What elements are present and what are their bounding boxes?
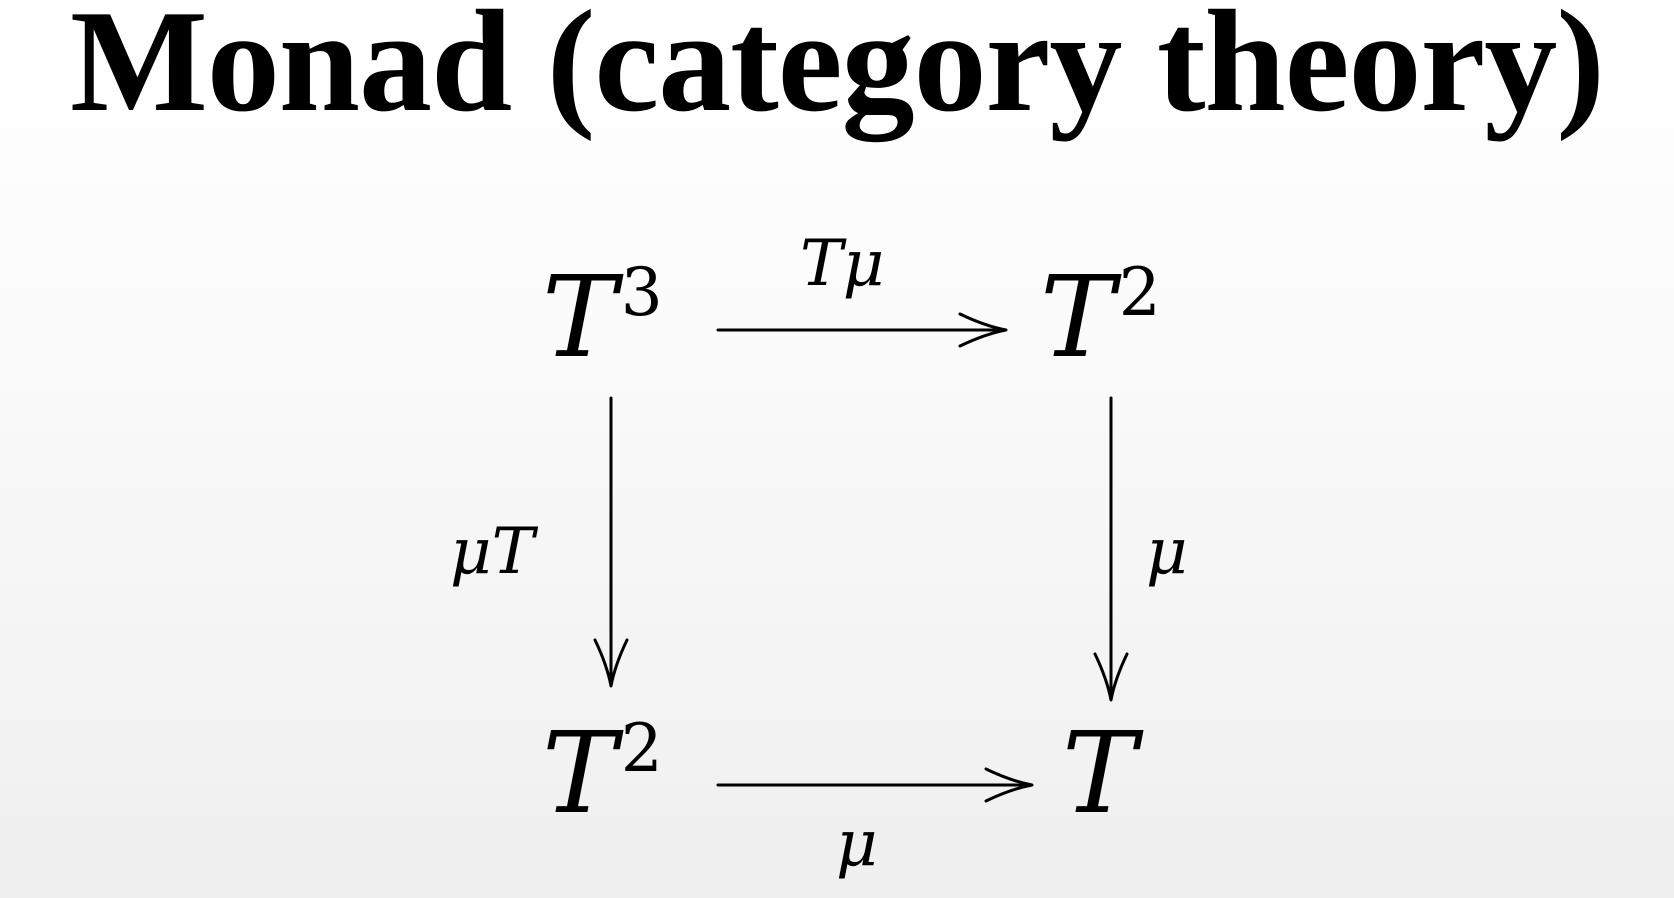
- diagram-title: Monad (category theory): [70, 0, 1605, 142]
- label-mu-bottom: μ: [836, 807, 878, 881]
- object-t: T: [1062, 718, 1137, 830]
- label-mu-t: μT: [450, 515, 535, 589]
- object-t-squared-bottom-exponent: 2: [620, 710, 663, 787]
- object-t-squared-top-exponent: 2: [1118, 254, 1161, 331]
- object-t-base: T: [1062, 709, 1137, 839]
- label-mu-right: μ: [1146, 515, 1188, 589]
- right-arrow: [1093, 396, 1129, 702]
- object-t-cubed-base: T: [542, 253, 617, 383]
- object-t-squared-top: T2: [1040, 260, 1161, 375]
- object-t-cubed: T3: [542, 260, 663, 375]
- label-t-mu: Tμ: [800, 227, 885, 301]
- object-t-cubed-exponent: 3: [620, 254, 663, 331]
- object-t-squared-bottom: T2: [542, 716, 663, 831]
- object-t-squared-top-base: T: [1040, 253, 1115, 383]
- left-arrow: [593, 396, 629, 688]
- bottom-arrow: [716, 767, 1034, 803]
- top-arrow: [716, 312, 1008, 348]
- object-t-squared-bottom-base: T: [542, 709, 617, 839]
